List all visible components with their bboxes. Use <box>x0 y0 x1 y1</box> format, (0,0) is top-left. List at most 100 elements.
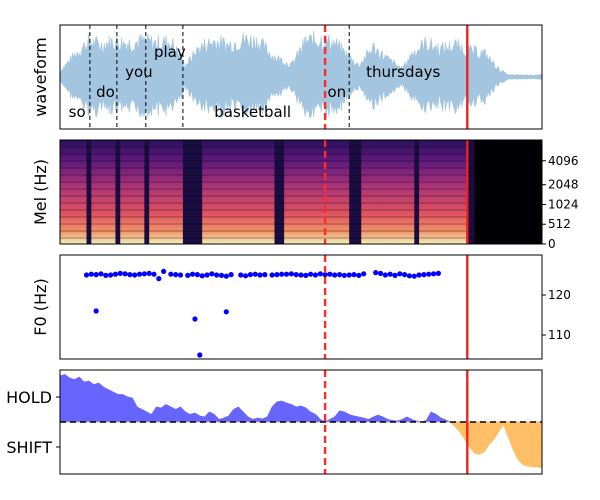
f0-point <box>173 272 179 278</box>
mel-ytick-label: 512 <box>548 217 571 231</box>
f0-point <box>242 273 249 279</box>
f0-point <box>199 273 205 279</box>
f0-point <box>406 273 413 279</box>
f0-point <box>283 271 290 277</box>
f0-point <box>161 268 167 274</box>
f0-point <box>402 272 408 278</box>
word-label: so <box>69 103 86 121</box>
f0-ytick-label: 110 <box>548 328 571 342</box>
mel-ytick-label: 4096 <box>548 154 579 168</box>
f0-point <box>397 271 403 277</box>
f0-point <box>122 271 128 277</box>
f0-point <box>411 273 417 279</box>
f0-point <box>168 271 174 277</box>
f0-point <box>218 272 225 278</box>
word-label: play <box>154 43 186 61</box>
f0-ytick-label: 120 <box>548 288 571 302</box>
f0-point <box>312 272 319 278</box>
shift-area <box>60 421 542 469</box>
f0-point <box>356 272 362 278</box>
word-label: thursdays <box>366 63 440 81</box>
f0-point <box>197 352 203 358</box>
f0-point <box>341 272 347 278</box>
f0-point <box>93 308 99 314</box>
f0-point <box>228 272 234 278</box>
mel-syllable-band <box>284 140 350 244</box>
mel-syllable-band <box>361 140 415 244</box>
waveform-ylabel: waveform <box>31 37 50 117</box>
f0-point <box>288 271 294 277</box>
f0-point <box>117 270 123 276</box>
f0-point <box>257 272 263 278</box>
mel-syllable-band <box>120 140 145 244</box>
f0-point <box>98 271 104 277</box>
f0-point <box>387 271 393 277</box>
f0-point <box>204 272 210 278</box>
f0-point <box>151 271 157 277</box>
f0-point <box>392 272 398 278</box>
mel-panel: 0 512 1024 2048 4096 Mel (Hz) <box>31 139 579 251</box>
word-label: you <box>125 63 153 81</box>
f0-point <box>127 272 133 278</box>
f0-point <box>377 270 384 276</box>
f0-point <box>185 272 191 278</box>
f0-point <box>214 272 220 278</box>
f0-point <box>177 272 184 278</box>
f0-point <box>132 272 138 278</box>
hold-area <box>60 374 542 423</box>
f0-frame <box>59 254 543 360</box>
f0-point <box>293 272 299 278</box>
f0-panel: 110 120 F0 (Hz) <box>31 254 571 360</box>
f0-point <box>317 271 323 277</box>
f0-point <box>336 272 343 278</box>
f0-point <box>83 272 90 278</box>
f0-point <box>88 271 94 277</box>
f0-point <box>327 271 333 277</box>
f0-point <box>136 271 143 277</box>
f0-ylabel: F0 (Hz) <box>31 278 50 335</box>
f0-point <box>192 316 198 322</box>
turn-ytick-label: HOLD <box>6 388 52 407</box>
mel-ytick-label: 0 <box>548 237 556 251</box>
f0-point <box>146 270 152 276</box>
f0-point <box>112 271 119 277</box>
turn-panel: HOLD SHIFT <box>6 369 543 475</box>
f0-point <box>209 271 215 277</box>
f0-point <box>252 271 258 277</box>
f0-point <box>430 271 437 277</box>
f0-point <box>141 271 147 277</box>
turn-ytick-label: SHIFT <box>6 438 52 457</box>
mel-syllable-band <box>91 140 116 244</box>
mel-syllable-band <box>149 140 183 244</box>
f0-point <box>274 272 280 278</box>
mel-ytick-label: 2048 <box>548 178 579 192</box>
f0-point <box>189 271 196 277</box>
mel-syllable-band <box>419 140 468 244</box>
f0-point <box>156 276 162 282</box>
waveform-area <box>60 30 542 120</box>
f0-point <box>262 272 268 278</box>
f0-point <box>279 271 285 277</box>
mel-frame <box>59 139 543 245</box>
f0-point <box>269 272 275 278</box>
f0-point <box>194 272 200 278</box>
f0-point <box>298 272 304 278</box>
turn-frame <box>59 369 543 475</box>
waveform-frame <box>59 24 543 130</box>
f0-point <box>361 271 367 277</box>
f0-point <box>351 272 357 278</box>
mel-syllable-band <box>202 140 275 244</box>
f0-point <box>247 272 253 278</box>
f0-point <box>421 272 427 278</box>
word-label: do <box>96 83 115 101</box>
f0-point <box>223 273 229 279</box>
f0-point <box>382 272 388 278</box>
f0-point <box>303 272 309 278</box>
f0-point <box>373 270 379 276</box>
mel-ylabel: Mel (Hz) <box>31 159 50 225</box>
word-label: on <box>328 83 347 101</box>
f0-point <box>93 272 99 278</box>
f0-point <box>238 272 244 278</box>
